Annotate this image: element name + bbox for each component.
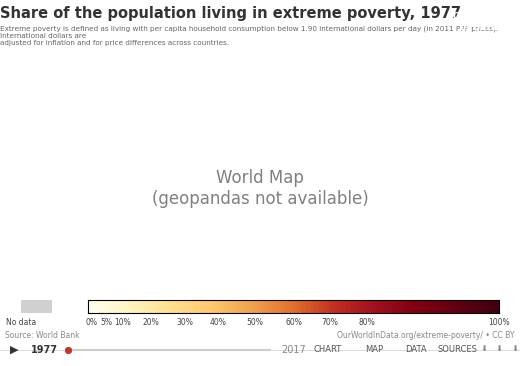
Text: 80%: 80%	[358, 318, 375, 328]
Text: 2017: 2017	[281, 344, 306, 355]
Text: Share of the population living in extreme poverty, 1977: Share of the population living in extrem…	[0, 7, 461, 22]
Text: Extreme poverty is defined as living with per capita household consumption below: Extreme poverty is defined as living wit…	[0, 26, 498, 46]
Text: 40%: 40%	[210, 318, 227, 328]
Text: 50%: 50%	[246, 318, 263, 328]
Text: 20%: 20%	[142, 318, 159, 328]
Text: ⬇: ⬇	[480, 345, 487, 354]
Text: 10%: 10%	[114, 318, 131, 328]
Text: 30%: 30%	[176, 318, 193, 328]
Text: World Map
(geopandas not available): World Map (geopandas not available)	[152, 169, 368, 208]
Text: 60%: 60%	[285, 318, 302, 328]
Text: OurWorldInData.org/extreme-poverty/ • CC BY: OurWorldInData.org/extreme-poverty/ • CC…	[337, 331, 515, 340]
Text: SOURCES: SOURCES	[438, 345, 477, 354]
Text: 0%: 0%	[85, 318, 97, 328]
Text: ▶: ▶	[10, 344, 19, 355]
Text: MAP: MAP	[366, 345, 383, 354]
Text: Our World
in Data: Our World in Data	[452, 12, 504, 32]
Text: 5%: 5%	[100, 318, 113, 328]
Text: No data: No data	[6, 318, 36, 328]
Text: 100%: 100%	[488, 318, 510, 328]
Text: CHART: CHART	[314, 345, 342, 354]
Text: Source: World Bank: Source: World Bank	[5, 331, 80, 340]
Text: 1977: 1977	[31, 344, 58, 355]
Text: ⬇: ⬇	[511, 345, 518, 354]
Text: 70%: 70%	[322, 318, 339, 328]
Text: DATA: DATA	[405, 345, 427, 354]
Text: ⬇: ⬇	[496, 345, 503, 354]
